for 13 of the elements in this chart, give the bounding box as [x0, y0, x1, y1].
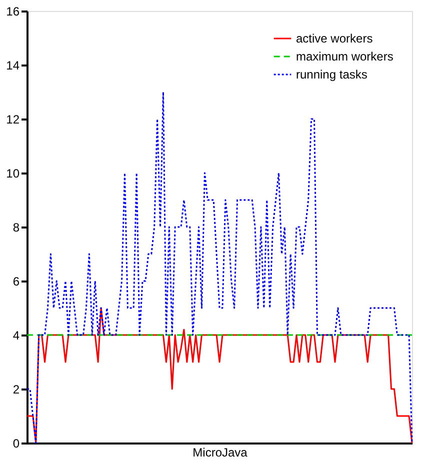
legend-label: active workers — [296, 32, 373, 46]
x-axis-title: MicroJava — [192, 446, 248, 460]
y-tick-label: 6 — [12, 274, 20, 288]
y-tick-label: 2 — [12, 382, 20, 396]
y-tick-label: 4 — [12, 328, 20, 342]
y-tick-label: 14 — [6, 58, 20, 72]
y-tick-label: 12 — [6, 112, 20, 126]
y-tick-label: 0 — [12, 436, 20, 450]
legend-label: maximum workers — [296, 50, 394, 64]
legend-label: running tasks — [296, 68, 368, 82]
y-tick-label: 16 — [6, 4, 20, 18]
y-tick-label: 10 — [6, 166, 20, 180]
y-tick-label: 8 — [12, 220, 20, 234]
